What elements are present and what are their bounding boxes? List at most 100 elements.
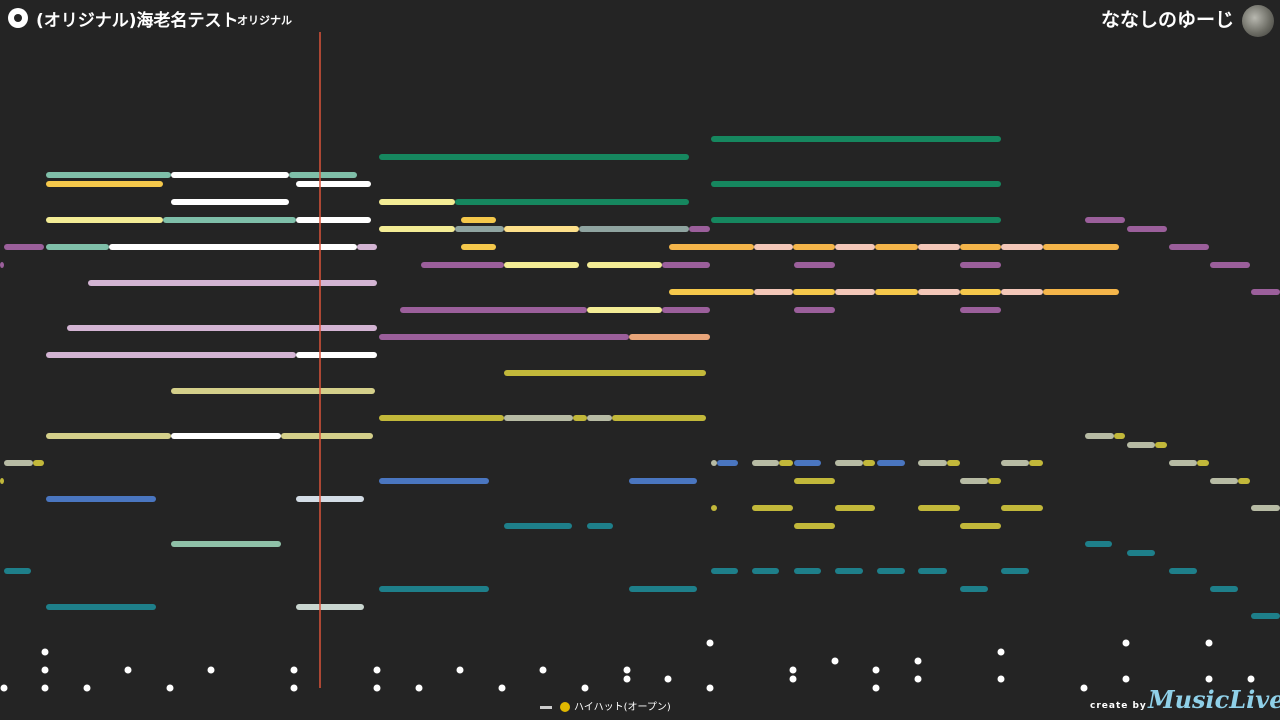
note-bar <box>947 460 960 466</box>
note-bar <box>46 496 156 502</box>
note-bar <box>421 262 504 268</box>
note-bar <box>752 460 779 466</box>
note-bar <box>379 334 629 340</box>
note-bar <box>793 244 835 250</box>
note-bar <box>794 460 821 466</box>
note-bar <box>379 478 489 484</box>
note-bar <box>504 262 579 268</box>
note-bar <box>1169 568 1197 574</box>
legend-label: ハイハット(オープン) <box>574 702 671 713</box>
note-bar <box>612 415 706 421</box>
note-bar <box>835 568 863 574</box>
user-name: ななしのゆーじ <box>1100 9 1234 31</box>
note-bar <box>1155 442 1167 448</box>
drum-hit <box>997 648 1005 656</box>
drum-hit <box>373 684 381 692</box>
drum-hit <box>831 657 839 665</box>
note-bar <box>46 244 109 250</box>
drum-hit <box>789 675 797 683</box>
drum-hit <box>207 666 215 674</box>
note-bar <box>711 181 1001 187</box>
drum-hit <box>789 666 797 674</box>
note-bar <box>171 199 289 205</box>
note-bar <box>793 289 835 295</box>
note-bar <box>1001 244 1043 250</box>
note-bar <box>1001 568 1029 574</box>
note-bar <box>4 460 33 466</box>
note-bar <box>863 460 875 466</box>
note-bar <box>835 289 875 295</box>
drum-hit <box>41 666 49 674</box>
note-bar <box>1001 289 1043 295</box>
drum-hit <box>623 666 631 674</box>
drum-hit <box>373 666 381 674</box>
note-bar <box>960 586 988 592</box>
legend: ハイハット(オープン) <box>540 698 671 713</box>
note-bar <box>960 289 1001 295</box>
note-bar <box>1251 289 1280 295</box>
note-bar <box>46 217 163 223</box>
note-bar <box>88 280 377 286</box>
note-bar <box>752 505 793 511</box>
note-bar <box>46 352 296 358</box>
drum-hit <box>997 675 1005 683</box>
drum-hit <box>872 684 880 692</box>
note-bar <box>960 244 1001 250</box>
note-bar <box>835 505 875 511</box>
note-bar <box>629 586 697 592</box>
note-bar <box>504 226 579 232</box>
note-bar <box>629 334 710 340</box>
drum-hit <box>1122 675 1130 683</box>
note-bar <box>717 460 738 466</box>
note-bar <box>504 370 706 376</box>
note-bar <box>669 244 754 250</box>
note-bar <box>46 172 171 178</box>
note-bar <box>504 523 572 529</box>
drum-hit <box>41 684 49 692</box>
drum-hit <box>415 684 423 692</box>
drum-hit <box>290 666 298 674</box>
cymbal-icon <box>560 702 570 712</box>
note-bar <box>960 523 1001 529</box>
note-bar <box>662 262 710 268</box>
note-bar <box>4 244 44 250</box>
note-bar <box>587 523 613 529</box>
note-bar <box>918 505 960 511</box>
note-bar <box>918 460 947 466</box>
note-bar <box>587 307 662 313</box>
note-bar <box>171 388 375 394</box>
note-bar <box>1127 226 1167 232</box>
note-bar <box>587 262 662 268</box>
drum-hit <box>914 657 922 665</box>
note-bar <box>281 433 373 439</box>
note-bar <box>379 586 489 592</box>
note-bar <box>960 307 1001 313</box>
note-bar <box>662 307 710 313</box>
drum-hit <box>124 666 132 674</box>
note-bar <box>752 568 779 574</box>
note-bar <box>1169 460 1197 466</box>
note-bar <box>504 415 573 421</box>
legend-line-icon <box>540 705 552 709</box>
note-bar <box>835 244 875 250</box>
note-bar <box>461 244 496 250</box>
note-bar <box>988 478 1001 484</box>
drum-hit <box>706 639 714 647</box>
song-title: (オリジナル)海老名テスト <box>36 11 239 31</box>
avatar[interactable] <box>1242 5 1274 37</box>
note-bar <box>289 172 357 178</box>
note-bar <box>779 460 793 466</box>
brand-text: MusicLive <box>1148 685 1280 714</box>
drum-hit <box>83 684 91 692</box>
note-bar <box>296 217 371 223</box>
note-bar <box>960 478 988 484</box>
brand-logo: MusicLive <box>1148 685 1280 717</box>
note-bar <box>918 244 960 250</box>
drum-hit <box>290 684 298 692</box>
note-bar <box>379 415 504 421</box>
drum-hit <box>872 666 880 674</box>
note-bar <box>835 460 863 466</box>
note-bar <box>1001 505 1043 511</box>
note-bar <box>1001 460 1029 466</box>
note-bar <box>689 226 710 232</box>
